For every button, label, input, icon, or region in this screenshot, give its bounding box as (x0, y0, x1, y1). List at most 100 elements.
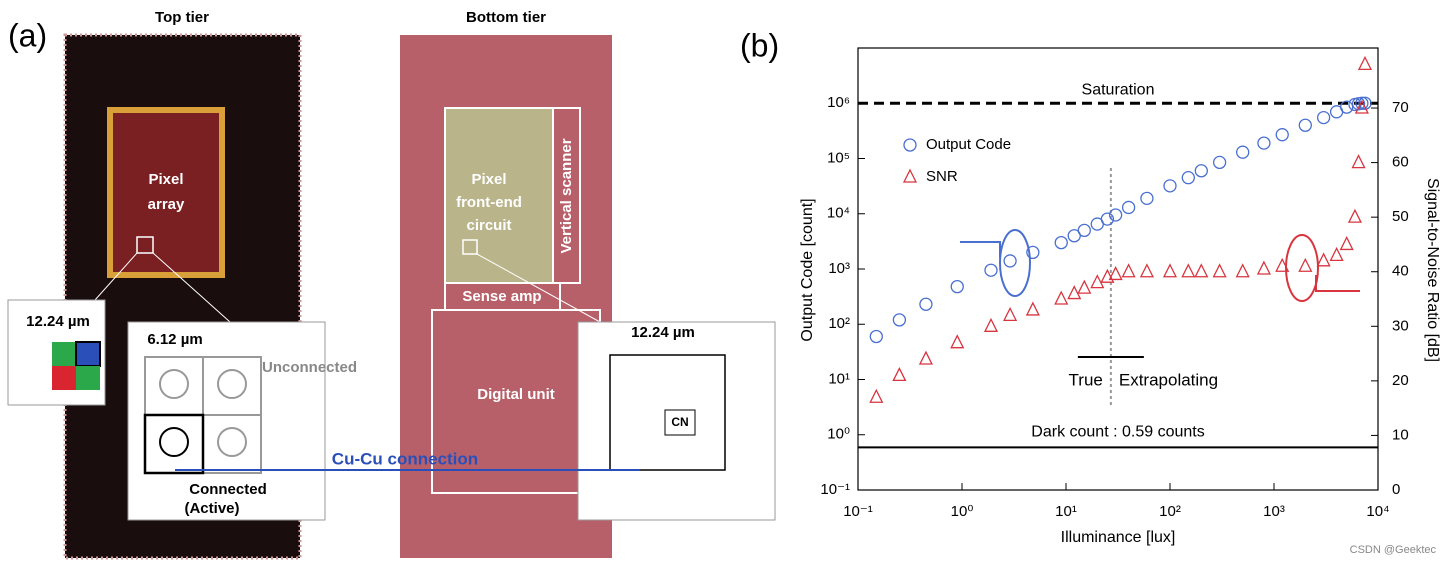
data-point (1339, 235, 1354, 251)
inset (127, 321, 326, 521)
data-point (1025, 301, 1040, 316)
annotation: Dark count : 0.59 counts (1031, 424, 1204, 441)
data-point (1181, 171, 1195, 185)
y2-tick-label: 70 (1392, 99, 1409, 116)
zoom-line (94, 252, 138, 301)
data-point (1357, 55, 1373, 71)
pixel-array (107, 107, 225, 278)
y2-tick-label: 0 (1392, 481, 1400, 498)
callout (1285, 234, 1319, 302)
diode (159, 427, 189, 457)
label: Cu-Cu connection (332, 449, 478, 468)
y2-tick-label: 10 (1392, 426, 1409, 443)
pixel-r (52, 366, 76, 390)
y-tick-label: 10³ (828, 260, 850, 277)
label: Vertical scanner (558, 138, 575, 253)
data-point (1358, 96, 1372, 110)
data-point (1235, 263, 1250, 278)
active-pixel (143, 413, 205, 475)
label: Unconnected (262, 359, 357, 376)
data-point (1347, 208, 1362, 223)
data-point (1212, 155, 1227, 170)
y-tick-label: 10¹ (828, 370, 850, 387)
data-point (918, 350, 933, 365)
y-tick-label: 10⁶ (827, 94, 850, 111)
legend-label: Output Code (926, 136, 1011, 153)
y-tick-label: 10⁴ (827, 205, 850, 222)
data-point (1162, 263, 1178, 278)
x-axis-label: Illuminance [lux] (1061, 529, 1176, 546)
data-point (1026, 245, 1040, 260)
x-tick-label: 10⁰ (951, 503, 974, 520)
y-tick-label: 10⁵ (827, 149, 850, 166)
data-point (1316, 252, 1331, 267)
data-point (1140, 191, 1154, 205)
data-point (1077, 279, 1092, 294)
data-point (1181, 263, 1196, 278)
scanner-block (552, 107, 581, 284)
y2-tick-label: 60 (1392, 154, 1409, 171)
label: Digital unit (477, 386, 555, 403)
y2-tick-label: 50 (1392, 208, 1409, 225)
zoom-box (136, 236, 154, 254)
panel-label: (a) (8, 17, 47, 53)
heading: Top tier (155, 9, 209, 26)
callout-arrow (1315, 275, 1360, 292)
data-point (1054, 235, 1068, 250)
label: CN (671, 415, 688, 429)
data-point (1163, 179, 1177, 193)
data-point (1139, 263, 1154, 278)
panel-label: (b) (740, 27, 779, 63)
data-point (984, 263, 998, 277)
data-point (1275, 257, 1290, 272)
data-point (1100, 268, 1115, 283)
data-point (1257, 136, 1271, 150)
data-point (869, 388, 884, 403)
data-point (1121, 263, 1136, 278)
annotation: True (1069, 370, 1103, 389)
label: circuit (466, 217, 511, 234)
data-point (1067, 229, 1081, 243)
data-point (950, 279, 964, 294)
y2-axis-label: Signal-to-Noise Ratio [dB] (1424, 178, 1441, 362)
data-point (1121, 200, 1136, 215)
data-point (1298, 257, 1313, 272)
label: Connected (189, 481, 267, 498)
data-point (869, 329, 883, 344)
data-point (892, 366, 907, 382)
watermark: CSDN @Geektec (1350, 544, 1437, 556)
legend-marker (902, 168, 918, 183)
data-point (1090, 274, 1105, 289)
x-tick-label: 10² (1159, 503, 1181, 520)
data-point (1298, 118, 1312, 132)
data-point (1108, 208, 1123, 222)
data-point (1351, 154, 1366, 169)
x-tick-label: 10¹ (1055, 503, 1077, 520)
data-point (1194, 164, 1208, 178)
zoom-line (152, 252, 231, 323)
data-point (1003, 254, 1017, 268)
y-tick-label: 10² (828, 315, 850, 332)
label: Sense amp (462, 288, 541, 305)
y2-tick-label: 20 (1392, 372, 1409, 389)
zoom-box (462, 239, 478, 255)
callout (999, 229, 1031, 297)
data-point (1236, 145, 1250, 159)
data-point (1329, 246, 1344, 262)
data-point (983, 317, 999, 332)
data-point (919, 297, 933, 311)
y-axis-label: Output Code [count] (799, 198, 816, 341)
data-point (1212, 263, 1227, 278)
label: array (148, 196, 185, 213)
data-point (1354, 99, 1369, 114)
y-tick-label: 10⁰ (827, 426, 850, 443)
data-point (1355, 96, 1369, 110)
legend-label: SNR (926, 168, 958, 185)
data-point (1077, 223, 1091, 238)
data-point (1275, 128, 1289, 142)
dimension: 6.12 µm (147, 331, 202, 348)
data-point (1340, 100, 1354, 114)
data-point (1003, 306, 1018, 322)
label: (Active) (184, 500, 239, 517)
